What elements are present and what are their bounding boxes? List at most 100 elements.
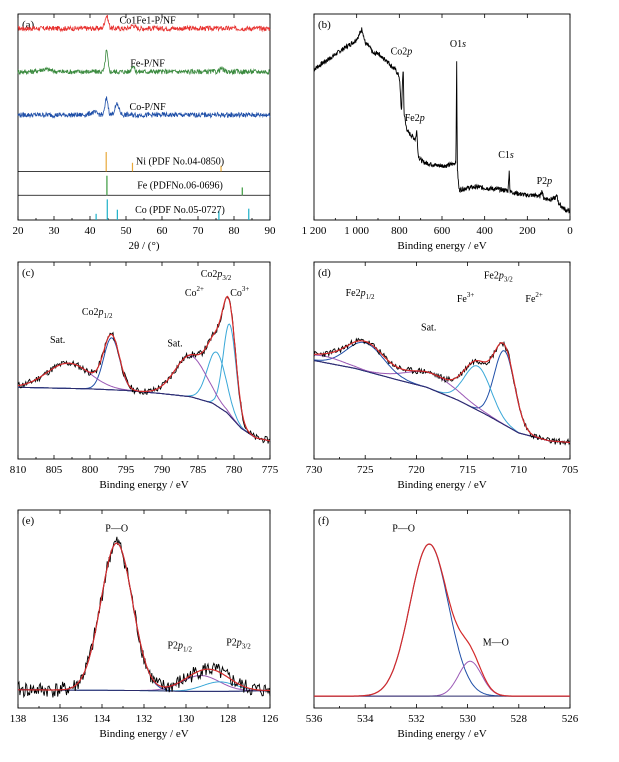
x-tick-label: 528 [511, 713, 528, 725]
fit-component [314, 660, 570, 697]
panel-label: (c) [22, 267, 35, 279]
reference-label: Fe (PDFNo.06-0696) [137, 180, 223, 191]
x-tick-label: 720 [408, 464, 425, 476]
fit-component [313, 360, 571, 443]
x-tick-label: 70 [193, 225, 205, 237]
x-tick-label: 132 [136, 713, 153, 725]
x-axis-label: Binding energy / eV [99, 479, 188, 491]
x-tick-label: 1 000 [344, 225, 369, 237]
x-tick-label: 400 [476, 225, 493, 237]
peak-label: P2p1/2 [167, 641, 192, 654]
fit-envelope [314, 340, 571, 444]
panel-d: 730 725 720 715 710 705 Binding energy / eV (d)… [306, 261, 579, 491]
peak-label: Sat. [167, 338, 182, 349]
panel-c: 810 805 800 795 790 785 780 775 Binding energy /… [10, 261, 279, 491]
fit-envelope [17, 295, 271, 442]
x-tick-label: 134 [94, 713, 111, 725]
panel-e: 138 136 134 132 130 128 126 Binding energy / eV… [10, 509, 279, 740]
background-line [313, 360, 571, 443]
x-tick-label: 130 [178, 713, 195, 725]
x-tick-label: 710 [511, 464, 528, 476]
peak-label: O1s [450, 39, 466, 50]
x-tick-label: 795 [118, 464, 135, 476]
x-tick-label: 128 [220, 713, 237, 725]
x-tick-label: 810 [10, 464, 27, 476]
x-tick-label: 138 [10, 713, 27, 725]
x-tick-label: 730 [306, 464, 323, 476]
peak-label: Sat. [50, 335, 65, 346]
x-tick-label: 600 [434, 225, 451, 237]
x-tick-label: 785 [190, 464, 207, 476]
x-tick-label: 126 [262, 713, 279, 725]
peak-label: Co2p [391, 46, 413, 57]
xrd-pattern [17, 14, 271, 33]
reference-label: Co (PDF No.05-0727) [135, 205, 225, 216]
fit-component [17, 362, 271, 442]
fit-component [313, 350, 571, 443]
x-tick-label: 805 [46, 464, 63, 476]
x-tick-label: 775 [262, 464, 279, 476]
fit-component [313, 360, 571, 443]
fit-component [18, 542, 270, 692]
x-tick-label: 532 [408, 713, 425, 725]
x-axis-label: Binding energy / eV [397, 728, 486, 740]
x-tick-label: 536 [306, 713, 323, 725]
peak-label: Fe2+ [525, 291, 543, 305]
x-tick-label: 725 [357, 464, 374, 476]
plot-frame [313, 509, 571, 709]
panel-label: (e) [22, 515, 35, 527]
fit-component [18, 337, 271, 442]
x-axis-label: Binding energy / eV [397, 240, 486, 252]
x-tick-label: 20 [13, 225, 25, 237]
x-tick-label: 530 [459, 713, 476, 725]
x-axis-label: 2θ / (°) [128, 240, 159, 252]
peak-label: P2p [537, 176, 553, 187]
series-label: Co1Fe1-P/NF [120, 15, 177, 26]
peak-label: M—O [483, 637, 509, 648]
fit-envelope [314, 543, 570, 697]
x-tick-label: 50 [121, 225, 133, 237]
x-tick-label: 780 [226, 464, 243, 476]
raw-spectrum [17, 536, 271, 699]
reference-label: Ni (PDF No.04-0850) [136, 157, 224, 168]
peak-label: C1s [498, 150, 514, 161]
peak-label: P2p3/2 [226, 637, 251, 650]
x-tick-label: 80 [229, 225, 241, 237]
fit-envelope [18, 542, 271, 692]
panel-label: (f) [318, 515, 329, 527]
x-tick-label: 715 [459, 464, 476, 476]
background-line [18, 386, 271, 442]
peak-label: Fe3+ [457, 291, 475, 305]
peak-label: Fe2p1/2 [346, 288, 375, 301]
xrd-pattern [17, 49, 270, 76]
plot-frame [313, 13, 571, 221]
peak-label: Sat. [421, 323, 436, 334]
x-tick-label: 800 [82, 464, 99, 476]
plot-frame [17, 509, 271, 709]
peak-label: P—O [105, 523, 128, 534]
peak-label: Co3+ [230, 285, 249, 299]
x-tick-label: 136 [52, 713, 69, 725]
xrd-pattern [17, 96, 271, 119]
panel-b: 1 200 1 000 800 600 400 200 0 Binding energy / … [302, 13, 573, 252]
panel-f: 536 534 532 530 528 526 Binding energy / eV (f)… [306, 509, 579, 740]
peak-label: Fe2p [405, 113, 425, 124]
panel-label: (d) [318, 267, 331, 279]
survey-spectrum [313, 27, 571, 214]
peak-label: Co2+ [185, 285, 204, 299]
x-tick-label: 40 [85, 225, 97, 237]
x-axis-label: Binding energy / eV [397, 479, 486, 491]
x-tick-label: 200 [519, 225, 536, 237]
raw-spectrum [313, 337, 571, 446]
x-tick-label: 790 [154, 464, 171, 476]
x-tick-label: 30 [49, 225, 61, 237]
peak-label: Co2p3/2 [201, 269, 232, 282]
fit-component [18, 351, 271, 442]
peak-label: P—O [392, 523, 415, 534]
peak-label: Co2p1/2 [82, 307, 113, 320]
panel-label: (b) [318, 19, 331, 31]
x-tick-label: 534 [357, 713, 374, 725]
x-tick-label: 90 [265, 225, 277, 237]
